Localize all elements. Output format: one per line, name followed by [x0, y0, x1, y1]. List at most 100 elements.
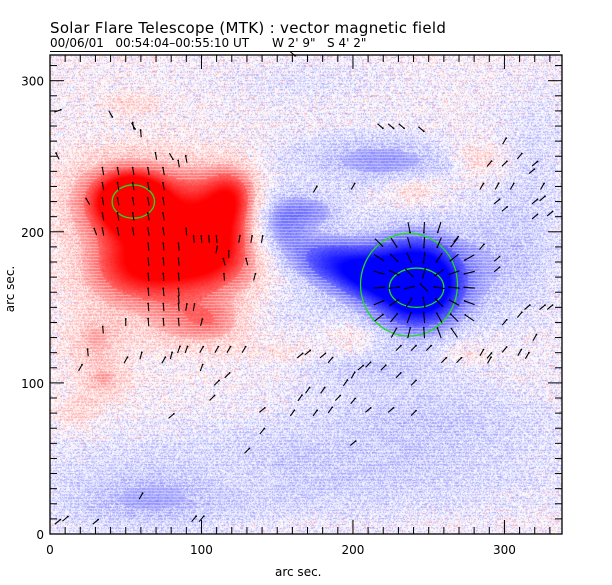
field-arrow-head — [85, 197, 88, 200]
field-arrow-head — [551, 210, 554, 213]
field-arrow — [398, 123, 405, 129]
field-arrow — [161, 356, 166, 364]
field-arrow-head — [413, 285, 416, 288]
field-arrow-head — [383, 286, 385, 289]
field-arrow-head — [422, 261, 425, 264]
field-arrow-head — [435, 260, 438, 263]
field-arrow-head — [222, 257, 225, 260]
field-arrow-head — [483, 243, 485, 246]
field-arrow-head — [498, 255, 501, 258]
field-arrow — [147, 197, 150, 206]
field-arrow — [422, 297, 426, 309]
field-arrow — [464, 270, 475, 275]
field-arrow — [456, 357, 462, 364]
field-arrow — [540, 183, 545, 190]
field-arrow — [222, 258, 226, 266]
field-arrow-head — [536, 198, 539, 201]
field-arrow — [162, 167, 165, 176]
field-arrow — [108, 110, 113, 118]
field-arrow — [479, 183, 484, 190]
field-arrow — [437, 222, 442, 233]
field-arrow — [423, 252, 426, 263]
field-arrow — [169, 352, 173, 360]
x-tick-label: 0 — [46, 543, 54, 557]
field-arrow — [532, 334, 537, 341]
field-arrow — [433, 286, 445, 290]
field-arrow — [162, 212, 165, 221]
field-arrow — [168, 152, 174, 160]
x-tick-label: 100 — [190, 543, 213, 557]
field-arrow — [116, 182, 120, 191]
field-arrow — [373, 300, 384, 306]
field-arrow — [241, 346, 247, 353]
field-arrow-head — [146, 227, 149, 229]
field-arrow-head — [411, 297, 413, 300]
field-arrow — [410, 380, 417, 386]
field-arrow-head — [227, 250, 230, 252]
field-arrow-head — [460, 356, 463, 359]
observation-info: 00/06/01 00:54:04–00:55:10 UT W 2' 9" S … — [50, 36, 366, 50]
field-arrow-head — [315, 185, 318, 188]
field-arrow — [357, 365, 364, 371]
field-arrow — [390, 237, 398, 248]
field-arrow-head — [498, 266, 501, 269]
field-arrow — [464, 286, 475, 289]
field-arrow-head — [512, 182, 515, 185]
field-arrow — [101, 197, 105, 206]
field-arrow — [177, 273, 180, 281]
field-arrow — [373, 270, 384, 275]
field-arrow — [162, 273, 165, 281]
field-arrow-head — [324, 352, 327, 355]
field-arrow-head — [97, 518, 100, 521]
field-arrow — [464, 314, 475, 322]
field-arrow — [493, 266, 500, 273]
field-arrow — [390, 328, 397, 338]
field-arrow — [177, 346, 181, 354]
field-arrow-head — [177, 257, 180, 260]
title-underline — [50, 51, 560, 52]
field-arrow-head — [177, 272, 180, 275]
field-arrow — [405, 298, 413, 308]
field-arrow — [395, 372, 402, 379]
field-arrow-head — [409, 231, 411, 234]
field-arrow — [116, 227, 120, 236]
field-arrow-head — [245, 257, 247, 260]
field-arrow-head — [490, 356, 492, 359]
field-arrow — [531, 198, 538, 205]
field-arrow — [388, 269, 399, 276]
field-arrow — [436, 313, 443, 323]
field-arrow-head — [162, 212, 164, 214]
field-arrow-head — [463, 300, 466, 302]
field-arrow — [62, 516, 69, 522]
field-arrow — [539, 304, 546, 311]
field-arrow-head — [244, 345, 247, 348]
field-arrow-head — [544, 304, 546, 306]
field-arrow-head — [482, 182, 485, 185]
field-arrow — [509, 183, 515, 190]
field-arrow-head — [147, 257, 150, 260]
field-arrow — [199, 346, 204, 353]
field-arrow — [162, 318, 165, 327]
field-arrow-head — [171, 351, 173, 354]
field-arrow — [422, 267, 426, 278]
chart-title: Solar Flare Telescope (MTK) : vector mag… — [50, 19, 447, 37]
field-arrow-head — [490, 160, 493, 163]
field-arrow — [200, 235, 203, 243]
field-arrow-head — [215, 234, 218, 237]
field-arrow — [55, 152, 60, 160]
field-arrow — [531, 161, 538, 167]
field-arrow-head — [81, 363, 83, 366]
field-arrow — [244, 448, 250, 454]
field-arrow-head — [111, 116, 114, 118]
field-arrow — [479, 243, 485, 250]
field-arrow-head — [415, 344, 417, 347]
field-arrow — [162, 243, 165, 251]
field-arrow — [208, 235, 210, 243]
field-arrow-head — [177, 242, 180, 245]
field-arrow-head — [369, 361, 372, 364]
field-arrow-head — [497, 182, 500, 185]
field-arrow — [327, 406, 333, 414]
field-arrow-head — [397, 273, 400, 276]
y-axis-label: arc sec. — [3, 265, 17, 313]
field-arrow-head — [263, 406, 266, 409]
